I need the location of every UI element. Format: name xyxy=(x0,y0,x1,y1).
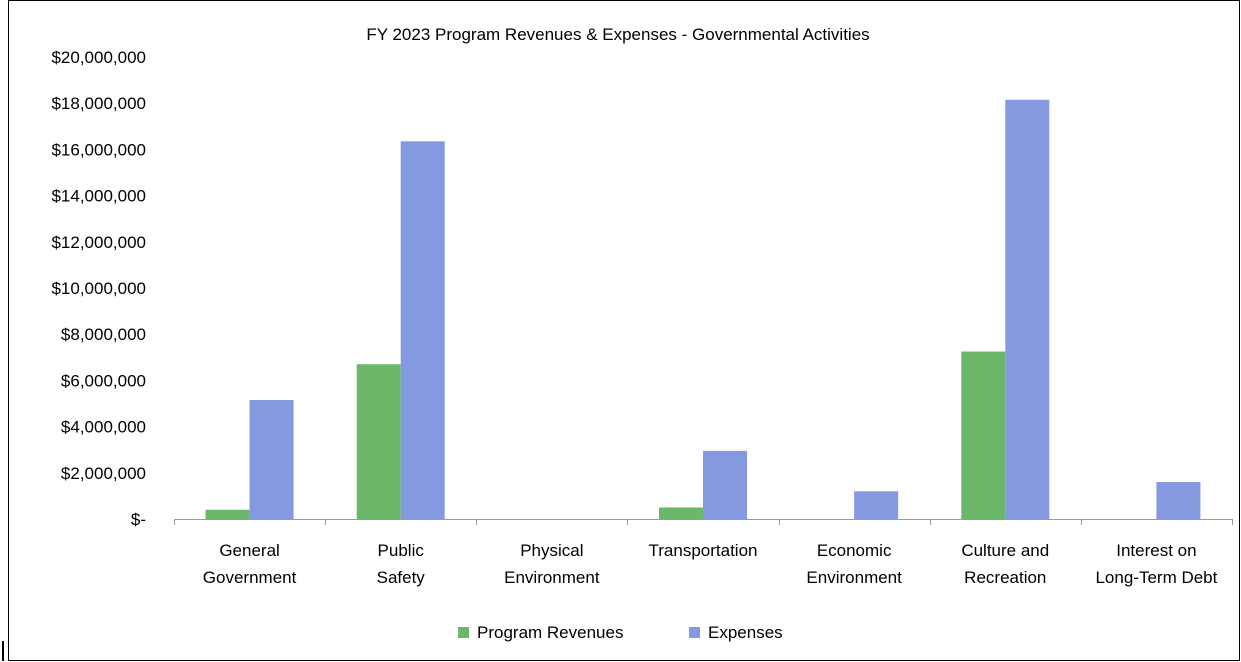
y-tick-label: $4,000,000 xyxy=(61,418,146,437)
y-tick-label: $12,000,000 xyxy=(51,233,146,252)
bar-expenses xyxy=(400,141,445,519)
y-tick-label: $2,000,000 xyxy=(61,464,146,483)
bar-program-revenues xyxy=(205,509,250,519)
x-category-label: Recreation xyxy=(964,568,1046,587)
legend-swatch xyxy=(689,627,700,638)
x-category-label: General xyxy=(219,541,279,560)
legend-label: Expenses xyxy=(708,623,783,642)
legend: Program Revenues Expenses xyxy=(458,623,783,642)
x-category-label: Environment xyxy=(806,568,902,587)
legend-label: Program Revenues xyxy=(477,623,623,642)
legend-swatch xyxy=(458,627,469,638)
x-category-label: Economic xyxy=(817,541,892,560)
x-category-label: Transportation xyxy=(649,541,758,560)
x-category-label: Environment xyxy=(504,568,600,587)
bars xyxy=(205,99,1201,520)
bar-expenses xyxy=(854,491,899,519)
y-tick-label: $14,000,000 xyxy=(51,187,146,206)
x-category-label: Safety xyxy=(377,568,426,587)
y-tick-label: $6,000,000 xyxy=(61,371,146,390)
x-axis-category-labels: General Government Public Safety Physical Env… xyxy=(203,541,1218,587)
bar-program-revenues xyxy=(961,351,1006,519)
bar-expenses xyxy=(1156,482,1201,519)
x-category-label: Physical xyxy=(520,541,583,560)
y-tick-label: $18,000,000 xyxy=(51,94,146,113)
chart-title: FY 2023 Program Revenues & Expenses - Go… xyxy=(366,25,869,44)
y-tick-label: $- xyxy=(131,510,146,529)
bar-expenses xyxy=(249,400,294,519)
bar-expenses xyxy=(1005,99,1050,520)
x-axis xyxy=(174,519,1233,525)
x-category-label: Government xyxy=(203,568,297,587)
x-category-label: Long-Term Debt xyxy=(1095,568,1217,587)
bar-expenses xyxy=(703,450,747,519)
y-axis-tick-labels: $- $2,000,000 $4,000,000 $6,000,000 $8,000,0… xyxy=(51,48,146,529)
y-tick-label: $16,000,000 xyxy=(51,140,146,159)
left-edge-mark xyxy=(2,641,4,661)
x-category-label: Interest on xyxy=(1116,541,1196,560)
x-category-label: Public xyxy=(378,541,425,560)
bar-program-revenues xyxy=(659,507,703,519)
bar-program-revenues xyxy=(356,364,401,519)
y-tick-label: $10,000,000 xyxy=(51,279,146,298)
y-tick-label: $20,000,000 xyxy=(51,48,146,67)
x-category-label: Culture and xyxy=(961,541,1049,560)
y-tick-label: $8,000,000 xyxy=(61,325,146,344)
